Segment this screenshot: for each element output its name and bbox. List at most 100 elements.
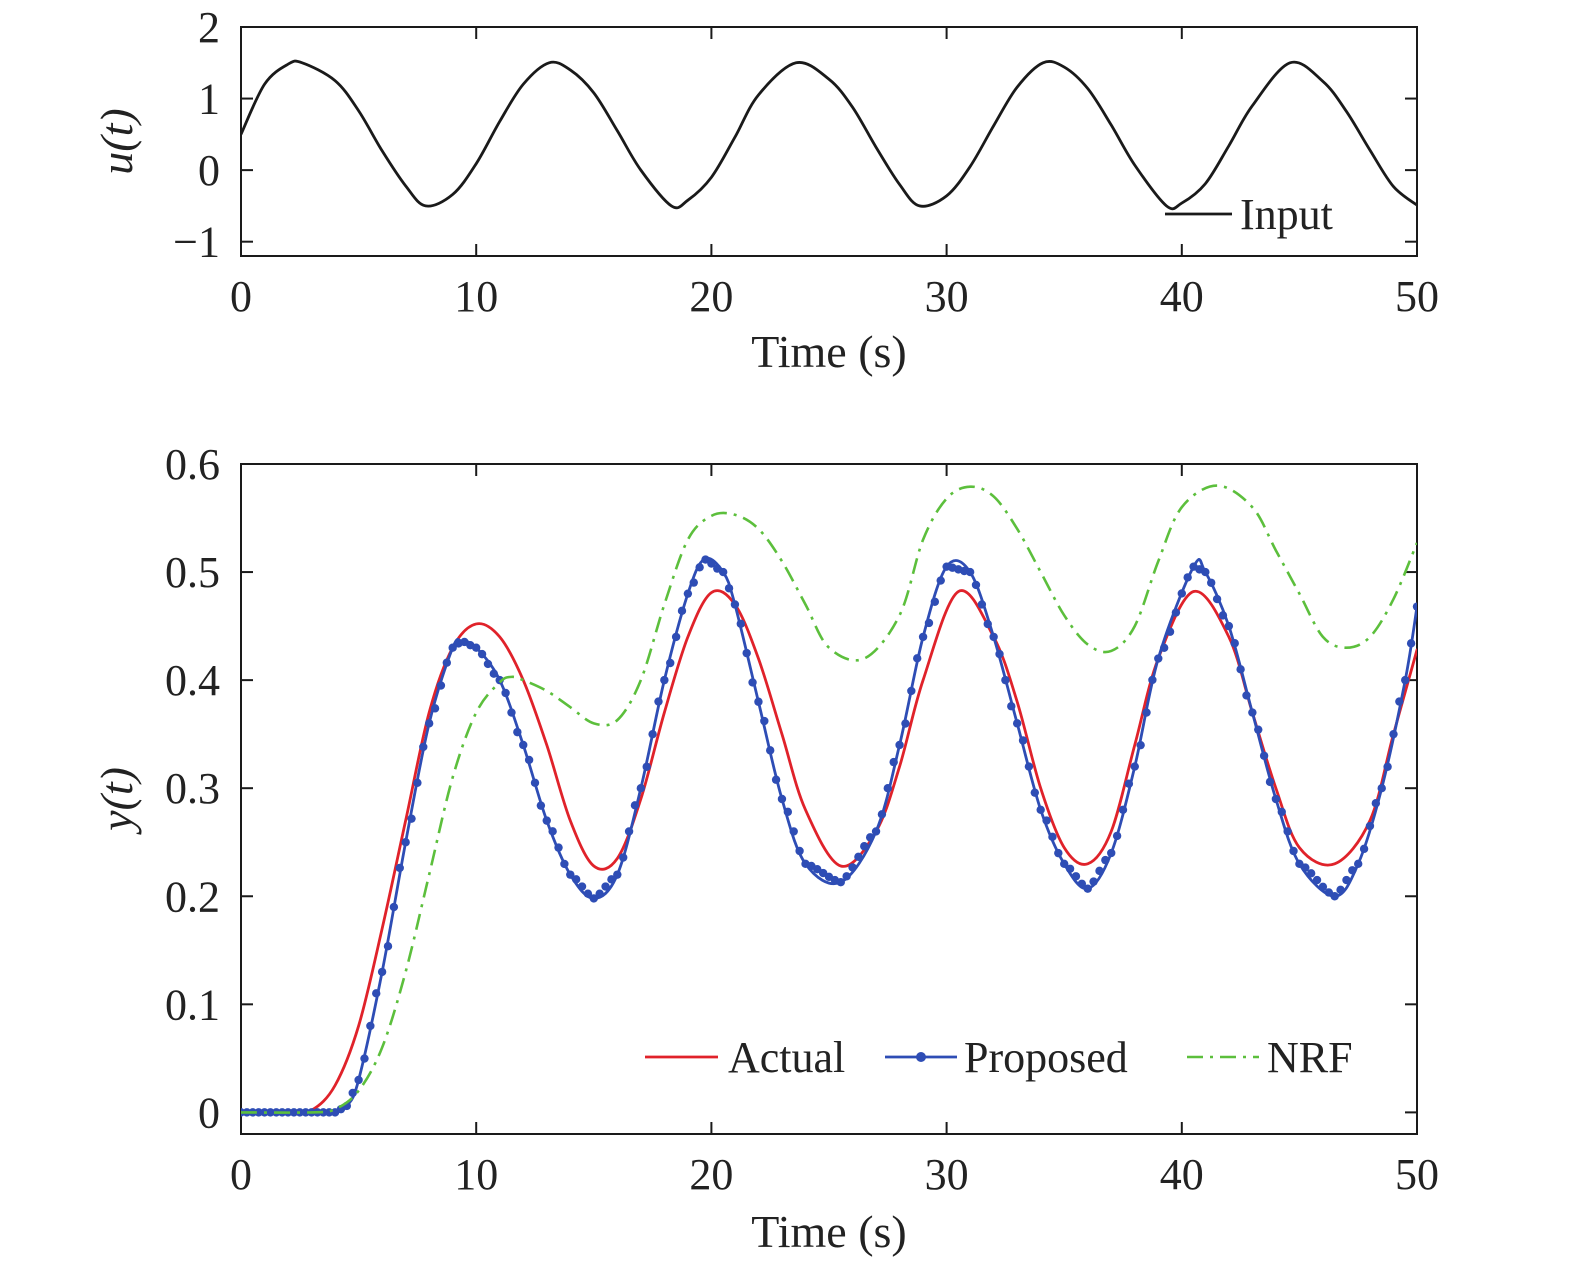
proposed-point	[1224, 621, 1234, 631]
proposed-point	[366, 1021, 375, 1031]
proposed-point	[548, 827, 557, 836]
proposed-point	[1318, 882, 1328, 892]
proposed-point	[1277, 807, 1286, 817]
proposed-point	[1083, 884, 1092, 893]
proposed-point	[577, 882, 587, 891]
proposed-point	[1018, 736, 1028, 745]
proposed-point	[536, 801, 546, 810]
proposed-point	[442, 658, 451, 667]
proposed-point	[771, 775, 781, 784]
x-axis-title: Time (s)	[751, 326, 907, 377]
proposed-point	[554, 843, 563, 852]
proposed-point	[965, 567, 975, 577]
proposed-point	[1060, 859, 1069, 869]
proposed-point	[289, 1108, 299, 1117]
proposed-point	[1165, 627, 1175, 636]
proposed-point	[936, 576, 945, 585]
proposed-point	[1001, 675, 1010, 685]
proposed-point	[883, 783, 892, 793]
axes-frame	[240, 463, 1418, 1135]
proposed-point	[913, 654, 922, 663]
proposed-point	[1154, 654, 1163, 663]
x-tick-label: 20	[689, 272, 733, 321]
proposed-point	[860, 842, 869, 851]
x-tick-label: 40	[1160, 272, 1204, 321]
proposed-point	[901, 719, 910, 728]
proposed-point	[777, 794, 787, 804]
proposed-point	[971, 580, 981, 590]
proposed-point	[1383, 762, 1392, 771]
proposed-point	[1065, 864, 1075, 873]
proposed-point	[472, 643, 481, 652]
proposed-point	[1030, 788, 1040, 797]
proposed-point	[589, 894, 598, 903]
proposed-point	[542, 816, 551, 825]
proposed-point	[1118, 805, 1128, 815]
proposed-point	[1207, 578, 1216, 587]
series-line-proposed	[241, 556, 1417, 1115]
proposed-point	[571, 875, 581, 884]
proposed-point	[989, 632, 998, 642]
proposed-point	[736, 619, 745, 628]
proposed-point	[254, 1108, 263, 1117]
proposed-point	[1218, 611, 1228, 620]
proposed-point	[1024, 762, 1034, 771]
proposed-point	[1054, 848, 1063, 858]
y-tick-label: 0	[198, 1088, 220, 1137]
proposed-point	[795, 846, 804, 856]
proposed-point	[1148, 675, 1157, 685]
proposed-point	[766, 746, 775, 755]
proposed-point	[671, 632, 681, 642]
y-tick-label: 0.6	[165, 440, 220, 489]
y-axis-title: y(t)	[91, 767, 142, 835]
proposed-point	[377, 967, 387, 977]
proposed-point	[865, 833, 875, 842]
proposed-point	[1306, 869, 1316, 878]
proposed-point	[489, 669, 499, 678]
proposed-point	[495, 675, 504, 685]
proposed-point	[836, 878, 845, 887]
proposed-point	[1107, 848, 1116, 858]
proposed-point	[1136, 740, 1145, 750]
proposed-point	[1254, 725, 1263, 734]
proposed-point	[660, 675, 669, 685]
proposed-point	[477, 649, 487, 659]
proposed-point	[530, 778, 540, 787]
proposed-point	[724, 584, 734, 593]
proposed-point	[1342, 875, 1351, 885]
proposed-point	[895, 740, 904, 750]
proposed-point	[507, 708, 516, 717]
series-line-input	[241, 59, 1417, 211]
proposed-point	[1112, 831, 1122, 841]
proposed-point	[395, 863, 404, 873]
proposed-point	[483, 659, 493, 669]
proposed-point	[1048, 832, 1057, 842]
proposed-point	[748, 678, 757, 687]
x-tick-label: 50	[1395, 1150, 1439, 1199]
proposed-point	[854, 852, 863, 862]
legend-label-nrf: NRF	[1267, 1033, 1353, 1082]
proposed-point	[1336, 885, 1345, 895]
proposed-point	[560, 859, 569, 869]
proposed-point	[1183, 573, 1192, 582]
proposed-point	[583, 889, 593, 898]
legend-label-actual: Actual	[728, 1033, 845, 1082]
x-tick-label: 0	[230, 272, 252, 321]
x-tick-label: 10	[454, 272, 498, 321]
proposed-point	[360, 1054, 369, 1063]
x-tick-label: 50	[1395, 272, 1439, 321]
proposed-point	[930, 597, 940, 606]
y-tick-label: 0	[198, 146, 220, 195]
y-tick-label: 0.3	[165, 764, 220, 813]
proposed-point	[1271, 794, 1281, 804]
proposed-point	[595, 889, 604, 898]
proposed-point	[983, 619, 992, 629]
proposed-point	[636, 783, 646, 793]
proposed-point	[1395, 697, 1404, 706]
series-line-actual	[241, 589, 1417, 1115]
proposed-point	[1406, 639, 1416, 648]
proposed-point	[718, 567, 728, 577]
proposed-point	[1330, 892, 1339, 901]
